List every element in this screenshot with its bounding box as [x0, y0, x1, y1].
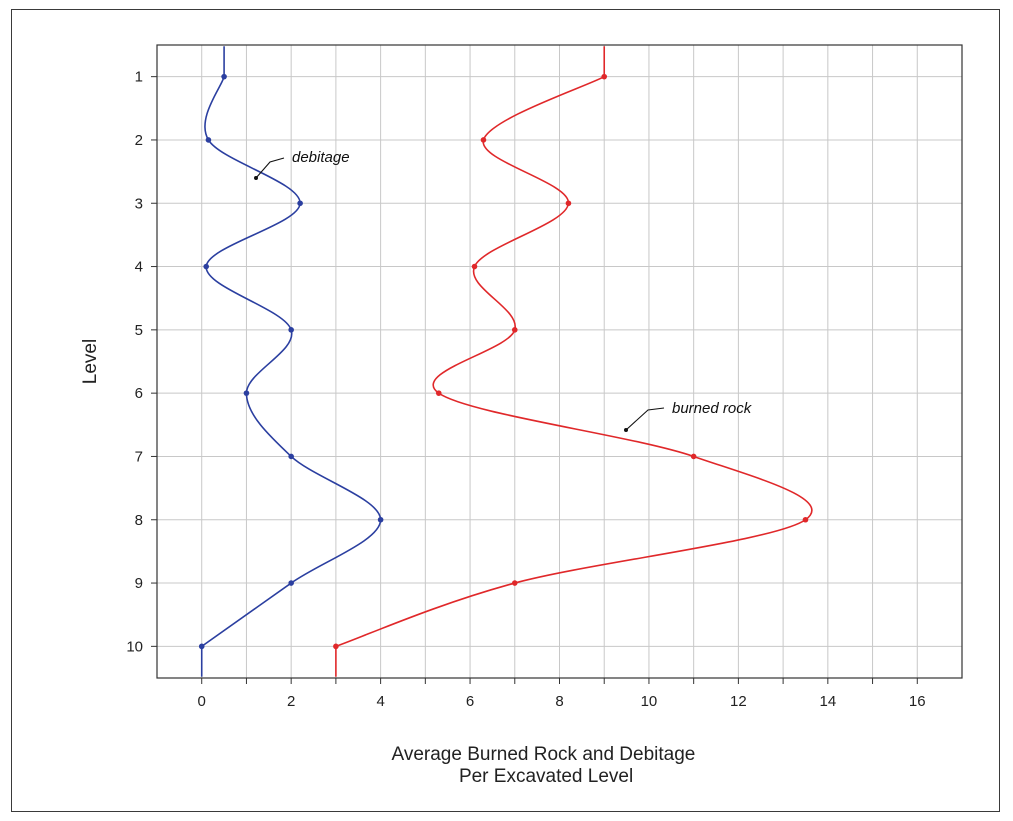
- y-tick-label: 5: [135, 322, 143, 339]
- x-axis-ticks: 0 2 4 6 8 10 12 14 16: [198, 678, 926, 710]
- data-point: [601, 73, 608, 80]
- data-point: [198, 643, 205, 650]
- annotation-leader: [625, 407, 665, 431]
- data-point: [221, 73, 227, 80]
- data-point: [511, 580, 518, 586]
- x-tick-label: 12: [730, 693, 747, 710]
- y-tick-label: 10: [126, 638, 143, 655]
- data-point: [288, 453, 294, 460]
- annotation-burned-rock: burned rock: [624, 400, 753, 432]
- data-point: [471, 263, 478, 270]
- data-point: [565, 200, 572, 207]
- annotation-leader: [255, 157, 285, 179]
- y-tick-label: 3: [135, 195, 143, 212]
- data-point: [690, 453, 697, 460]
- annotation-arrowhead: [624, 428, 628, 432]
- x-tick-label: 0: [198, 693, 206, 710]
- y-tick-label: 9: [135, 575, 143, 592]
- annotation-debitage: debitage: [254, 149, 350, 180]
- x-tick-label: 8: [555, 693, 563, 710]
- y-tick-label: 8: [135, 512, 143, 529]
- y-tick-label: 6: [135, 385, 143, 402]
- figure-frame: [11, 9, 1000, 812]
- data-point: [333, 643, 339, 650]
- x-tick-label: 10: [641, 693, 658, 710]
- data-point: [480, 137, 487, 143]
- x-axis-label-line-1: Average Burned Rock and Debitage: [392, 744, 696, 765]
- y-tick-label: 1: [135, 69, 143, 86]
- x-tick-label: 4: [376, 693, 384, 710]
- x-tick-label: 6: [466, 693, 474, 710]
- series-line: [335, 75, 813, 648]
- data-point: [205, 137, 212, 143]
- y-tick-label: 4: [135, 259, 143, 276]
- x-tick-label: 16: [909, 693, 926, 710]
- data-point: [511, 327, 518, 333]
- x-axis-label-line-2: Per Excavated Level: [459, 766, 633, 787]
- y-axis-ticks: 1 2 3 4 5 6 7 8 9 10: [126, 69, 157, 655]
- data-point: [203, 263, 209, 270]
- annotation-arrowhead: [254, 176, 258, 180]
- series-burned-rock: [333, 46, 813, 677]
- annotations: debitage burned rock: [254, 149, 753, 432]
- annotation-label: burned rock: [672, 400, 753, 417]
- data-point: [288, 580, 294, 586]
- x-tick-label: 2: [287, 693, 295, 710]
- y-tick-label: 7: [135, 448, 143, 465]
- annotation-label: debitage: [292, 149, 350, 166]
- series-group: [198, 46, 813, 677]
- y-axis-label: Level: [80, 339, 101, 384]
- data-point: [243, 390, 250, 396]
- grid: [157, 45, 962, 678]
- series-debitage: [198, 46, 384, 677]
- x-axis-label: Average Burned Rock and Debitage Per Exc…: [392, 744, 701, 787]
- data-point: [288, 327, 294, 333]
- data-point: [377, 516, 384, 523]
- x-tick-label: 14: [819, 693, 836, 710]
- data-point: [802, 516, 809, 523]
- data-point: [297, 200, 303, 207]
- series-line: [201, 76, 382, 648]
- y-tick-label: 2: [135, 132, 143, 149]
- data-point: [435, 390, 442, 396]
